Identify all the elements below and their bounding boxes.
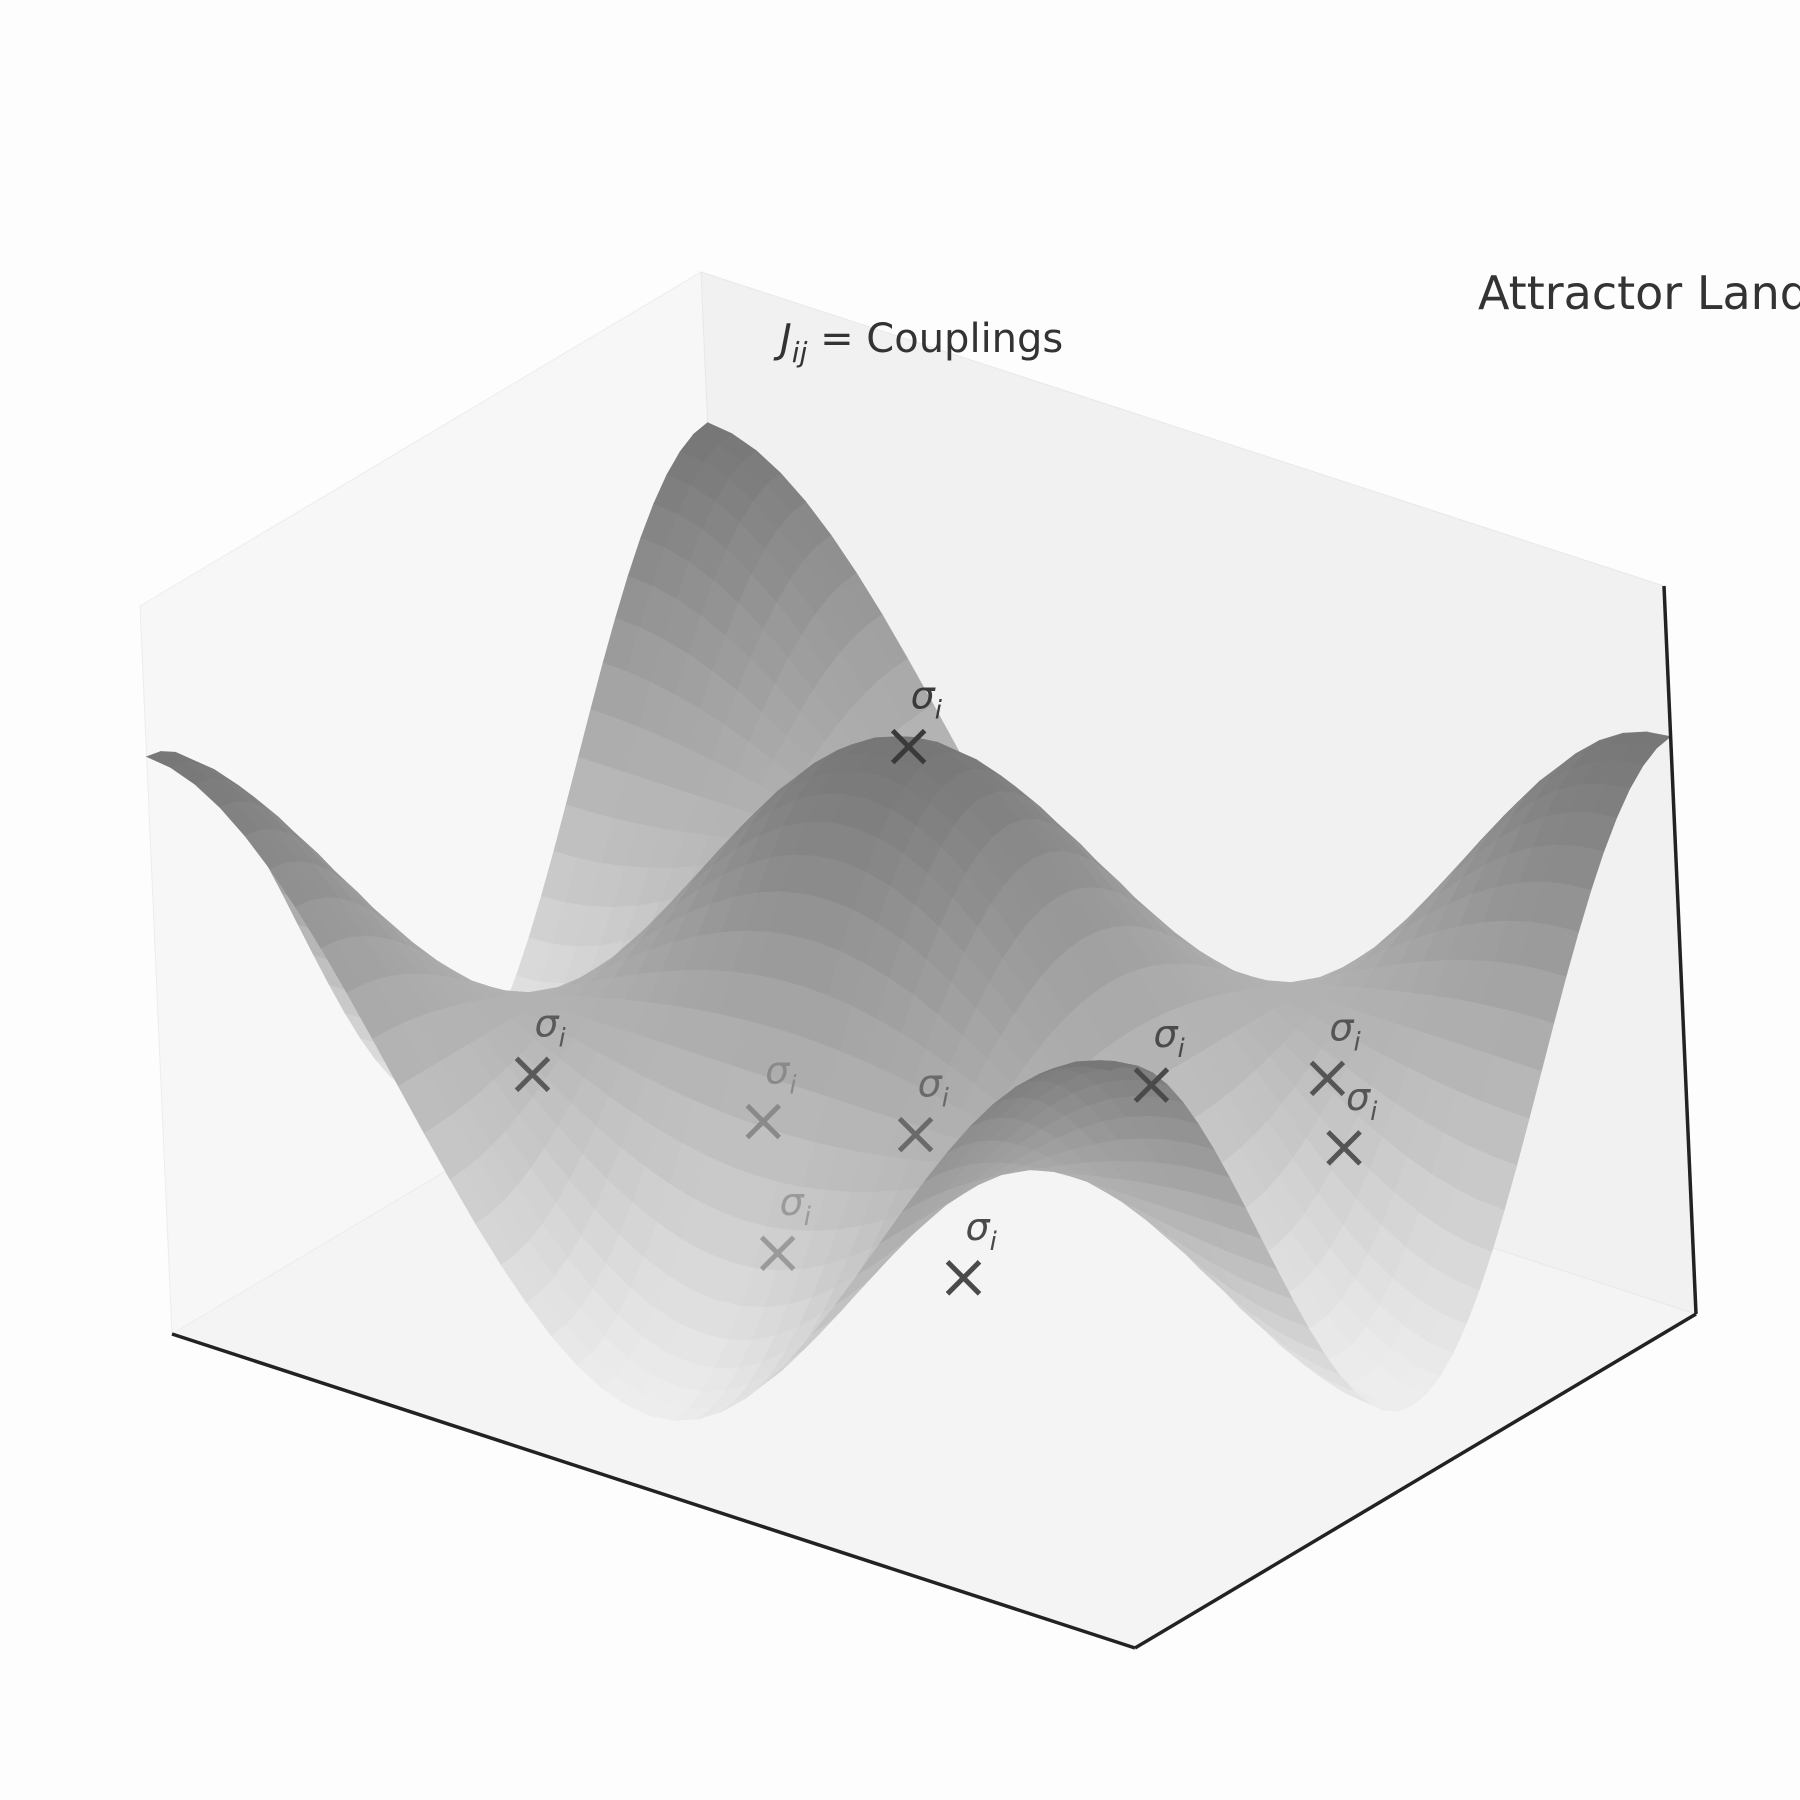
attractor-marker: σi xyxy=(1326,1075,1378,1166)
sigma-symbol: σ xyxy=(780,1180,806,1224)
annotation-subscript: ij xyxy=(792,336,808,369)
sigma-subscript: i xyxy=(942,1084,950,1114)
sigma-symbol: σ xyxy=(965,1205,991,1249)
sigma-symbol: σ xyxy=(918,1062,944,1106)
surface-cell xyxy=(1084,1060,1125,1071)
cross-mark-stroke xyxy=(1133,1067,1170,1103)
sigma-subscript: i xyxy=(1353,1027,1361,1057)
attractor-marker: σi xyxy=(745,1049,797,1140)
cross-mark-stroke xyxy=(1326,1130,1362,1166)
sigma-label: σi xyxy=(1153,1012,1185,1064)
sigma-label: σi xyxy=(1329,1005,1361,1057)
attractor-marker: σi xyxy=(759,1180,812,1271)
couplings-annotation: Jij = Couplings xyxy=(773,316,1063,369)
cross-mark-stroke xyxy=(945,1260,982,1296)
surface-mesh xyxy=(145,422,1672,1421)
sigma-symbol: σ xyxy=(765,1049,791,1093)
annotation-text: = Couplings xyxy=(807,316,1063,362)
sigma-symbol: σ xyxy=(534,1001,560,1045)
sigma-symbol: σ xyxy=(1329,1005,1355,1049)
cross-mark-stroke xyxy=(890,728,927,765)
cross-mark-stroke xyxy=(759,1235,796,1271)
sigma-subscript: i xyxy=(1178,1034,1186,1064)
sigma-symbol: σ xyxy=(1153,1012,1179,1056)
attractor-marker: σi xyxy=(945,1205,998,1296)
sigma-label: σi xyxy=(780,1180,812,1232)
sigma-symbol: σ xyxy=(911,674,937,718)
attractor-marker: σi xyxy=(1133,1012,1186,1103)
attractor-marker: σi xyxy=(897,1062,950,1153)
sigma-label: σi xyxy=(918,1062,950,1114)
sigma-subscript: i xyxy=(935,696,943,726)
z-axis-line xyxy=(1662,585,1698,1315)
sigma-label: σi xyxy=(765,1049,797,1101)
sigma-label: σi xyxy=(1346,1075,1378,1127)
cross-mark-stroke xyxy=(1309,1060,1346,1097)
x-axis-line xyxy=(171,1332,1136,1650)
cross-mark-stroke xyxy=(897,1116,934,1153)
sigma-symbol: σ xyxy=(1346,1075,1372,1119)
axis-frame xyxy=(171,585,1698,1650)
attractor-marker: σi xyxy=(1309,1005,1361,1097)
chart-title: Attractor Landscape xyxy=(1478,270,1800,316)
sigma-subscript: i xyxy=(990,1227,998,1257)
attractor-marker: σi xyxy=(514,1001,567,1093)
attractor-marker: σi xyxy=(890,674,943,765)
sigma-subscript: i xyxy=(804,1202,812,1232)
cross-mark-stroke xyxy=(745,1103,782,1140)
cross-mark-stroke xyxy=(514,1056,551,1093)
sigma-label: σi xyxy=(965,1205,997,1257)
y-axis-line xyxy=(1134,1312,1697,1650)
sigma-subscript: i xyxy=(789,1071,797,1101)
sigma-subscript: i xyxy=(559,1023,567,1053)
sigma-label: σi xyxy=(911,674,943,726)
sigma-label: σi xyxy=(534,1001,566,1053)
sigma-subscript: i xyxy=(1370,1097,1378,1127)
